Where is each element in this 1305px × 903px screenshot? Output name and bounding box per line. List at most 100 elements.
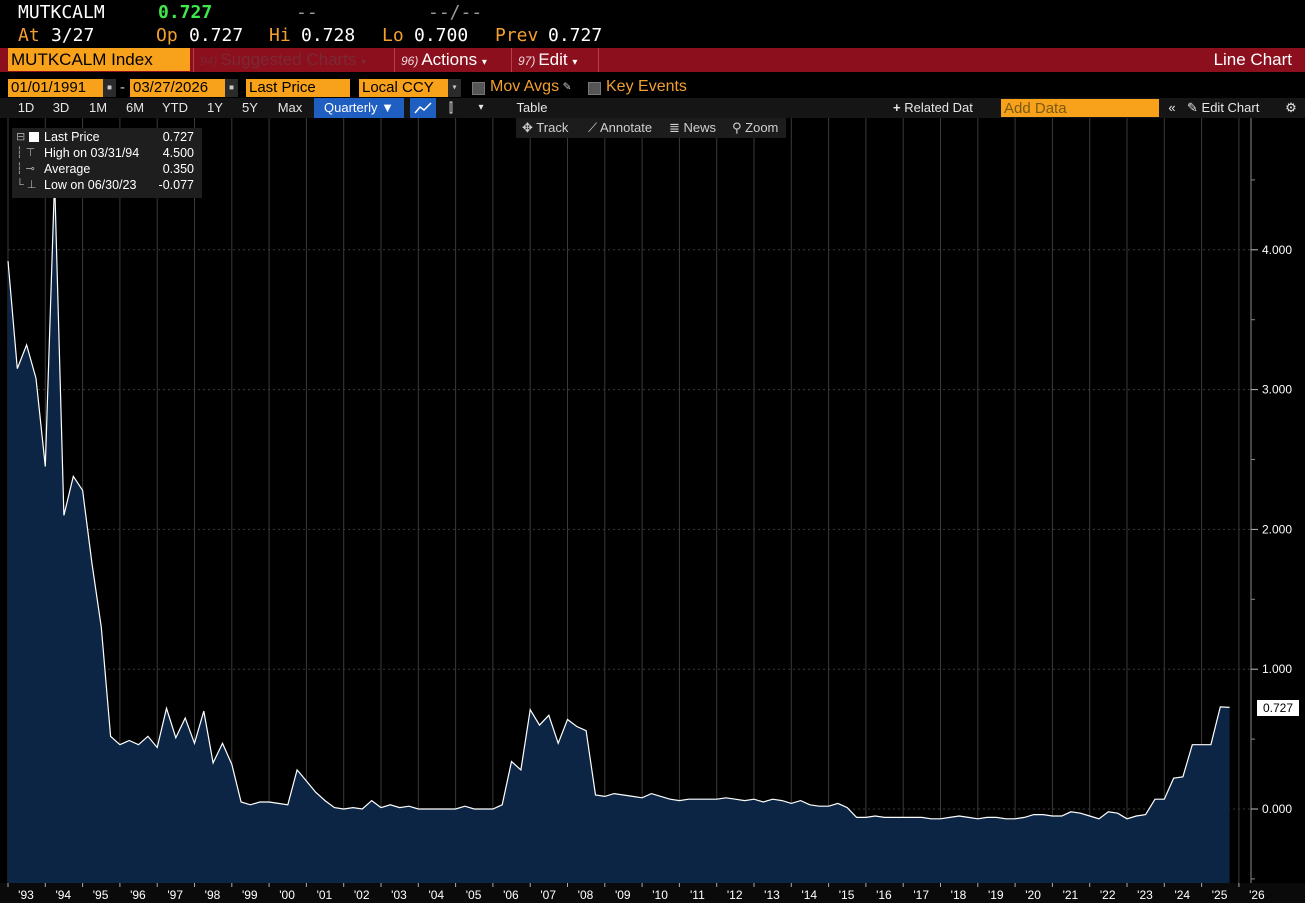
legend-value: -0.077	[158, 178, 194, 192]
x-tick-label: '03	[391, 888, 407, 902]
x-tick-label: '98	[205, 888, 221, 902]
legend-average[interactable]: ┆ ⊸ Average 0.350	[12, 161, 202, 177]
at-label: At	[18, 25, 40, 46]
chevron-down-icon: ▾	[361, 57, 367, 68]
x-tick-label: '12	[727, 888, 743, 902]
series-line	[7, 179, 1230, 820]
x-tick-label: '04	[428, 888, 444, 902]
x-tick-label: '08	[578, 888, 594, 902]
x-tick-label: '21	[1063, 888, 1079, 902]
legend-last-price[interactable]: ⊟ Last Price 0.727	[12, 129, 202, 145]
y-tick-label: 0.000	[1262, 802, 1292, 816]
legend-label: Low on 06/30/23	[44, 178, 137, 192]
x-tick-label: '25	[1212, 888, 1228, 902]
period-max[interactable]: Max	[277, 100, 303, 115]
zoom-button[interactable]: ⚲ Zoom	[732, 118, 778, 138]
x-tick-label: '16	[876, 888, 892, 902]
x-tick-label: '19	[988, 888, 1004, 902]
pencil-icon[interactable]: ✎	[563, 79, 571, 94]
legend-low[interactable]: └ ⊥ Low on 06/30/23 -0.077	[12, 177, 202, 193]
high-label: Hi	[269, 25, 291, 46]
x-tick-label: '24	[1174, 888, 1190, 902]
series-swatch	[29, 132, 39, 142]
y-tick-label: 3.000	[1262, 383, 1292, 397]
y-tick-label: 2.000	[1262, 522, 1292, 536]
calendar-icon[interactable]: ▪	[225, 79, 238, 97]
x-tick-label: '26	[1249, 888, 1265, 902]
x-tick-label: '96	[130, 888, 146, 902]
search-icon: ⚲	[732, 120, 742, 135]
field-select[interactable]: Last Price	[246, 79, 350, 97]
x-tick-label: '99	[242, 888, 258, 902]
actions-button[interactable]: 96) Actions ▾	[394, 48, 510, 72]
table-button[interactable]: Table	[516, 100, 548, 115]
x-tick-label: '15	[839, 888, 855, 902]
chevron-down-icon[interactable]: ▾	[448, 79, 461, 97]
date-separator: -	[120, 79, 125, 96]
zoom-label: Zoom	[745, 120, 779, 135]
legend-high[interactable]: ┆ ⊤ High on 03/31/94 4.500	[12, 145, 202, 161]
high-marker-icon: ┆ ⊤	[16, 147, 36, 159]
news-button[interactable]: ≣ News	[669, 118, 716, 138]
legend-label: Average	[44, 162, 91, 176]
currency-select[interactable]: Local CCY	[359, 79, 448, 97]
period-5y[interactable]: 5Y	[242, 100, 258, 115]
y-tick-label: 1.000	[1262, 662, 1292, 676]
average-marker-icon: ┆ ⊸	[16, 163, 35, 175]
news-label: News	[683, 120, 717, 135]
start-date-field[interactable]: 01/01/1991	[8, 79, 103, 97]
end-date-field[interactable]: 03/27/2026	[130, 79, 225, 97]
period-ytd[interactable]: YTD	[162, 100, 188, 115]
edit-chart-label: Edit Chart	[1201, 100, 1260, 115]
plus-icon: +	[893, 100, 901, 115]
x-tick-label: '95	[93, 888, 109, 902]
suggested-charts-button[interactable]: 94) Suggested Charts ▾	[193, 48, 392, 72]
chevron-down-icon: ▾	[481, 57, 487, 68]
gear-icon[interactable]: ⚙	[1285, 100, 1297, 115]
annotate-button[interactable]: ⟋ Annotate	[588, 118, 652, 138]
period-1m[interactable]: 1M	[88, 100, 108, 115]
bar-chart-icon[interactable]: ⫿	[448, 100, 454, 115]
x-tick-label: '11	[690, 888, 705, 902]
x-axis: '93 '94 '95 '96 '97 '98 '99 '00 '01 '02 '03 '04 '05 '…	[0, 883, 1305, 903]
track-button[interactable]: ✥ Track	[522, 118, 568, 138]
frequency-select[interactable]: Quarterly ▼	[314, 98, 404, 118]
edit-chart-button[interactable]: ✎ Edit Chart	[1187, 98, 1277, 118]
edit-label: Edit	[538, 50, 568, 69]
frequency-label: Quarterly	[324, 100, 378, 115]
add-data-input[interactable]	[1001, 99, 1159, 117]
prev-label: Prev	[495, 25, 539, 46]
open-label: Op	[156, 25, 178, 46]
key-events-checkbox[interactable]	[588, 82, 601, 95]
period-1y[interactable]: 1Y	[207, 100, 223, 115]
x-tick-label: '93	[18, 888, 34, 902]
security-field[interactable]: MUTKCALM Index	[8, 48, 190, 71]
period-6m[interactable]: 6M	[125, 100, 145, 115]
prev-value: 0.727	[548, 25, 603, 46]
calendar-icon[interactable]: ▪	[103, 79, 116, 97]
ticker-symbol: MUTKCALM	[18, 2, 105, 23]
line-chart-icon[interactable]	[410, 98, 436, 118]
period-3d[interactable]: 3D	[52, 100, 70, 115]
mov-avgs-checkbox[interactable]	[472, 82, 485, 95]
x-tick-label: '13	[764, 888, 780, 902]
edit-button[interactable]: 97) Edit ▾	[511, 48, 599, 72]
low-marker-icon: └ ⊥	[16, 179, 37, 191]
news-icon: ≣	[669, 120, 680, 135]
related-data-button[interactable]: + Related Dat	[893, 98, 991, 118]
legend-label: Last Price	[44, 130, 100, 144]
legend-label: High on 03/31/94	[44, 146, 140, 160]
collapse-icon[interactable]: «	[1168, 100, 1176, 115]
menu-bar	[0, 48, 1305, 72]
high-value: 0.728	[301, 25, 356, 46]
x-tick-label: '09	[615, 888, 631, 902]
chevron-down-icon[interactable]: ▾	[478, 102, 484, 113]
period-1d[interactable]: 1D	[17, 100, 35, 115]
x-tick-label: '20	[1025, 888, 1041, 902]
open-value: 0.727	[189, 25, 244, 46]
crosshair-icon: ✥	[522, 120, 533, 135]
x-tick-label: '02	[354, 888, 370, 902]
key-events-label: Key Events	[606, 78, 687, 95]
x-tick-label: '01	[317, 888, 333, 902]
